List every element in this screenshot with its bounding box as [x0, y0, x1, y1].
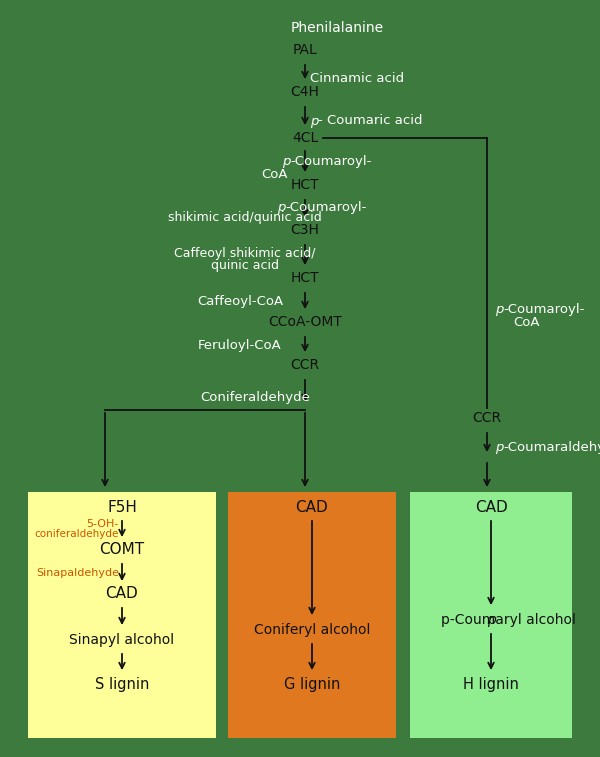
- Text: p: p: [281, 155, 290, 169]
- Text: p-Coumaryl alcohol: p-Coumaryl alcohol: [441, 613, 576, 627]
- Text: Caffeoyl shikimic acid/: Caffeoyl shikimic acid/: [174, 247, 316, 260]
- Text: Sinapaldehyde: Sinapaldehyde: [36, 568, 119, 578]
- Text: -Coumaroyl-: -Coumaroyl-: [503, 304, 584, 316]
- Text: S lignin: S lignin: [95, 677, 149, 691]
- Text: 5-OH-: 5-OH-: [86, 519, 119, 529]
- Text: H lignin: H lignin: [463, 677, 519, 691]
- Text: quinic acid: quinic acid: [211, 258, 279, 272]
- Text: -Coumaroyl-: -Coumaroyl-: [285, 201, 367, 213]
- Text: p: p: [277, 201, 285, 213]
- Text: Sinapyl alcohol: Sinapyl alcohol: [70, 633, 175, 647]
- Text: p: p: [310, 114, 319, 127]
- Text: G lignin: G lignin: [284, 677, 340, 691]
- Text: shikimic acid/quinic acid: shikimic acid/quinic acid: [168, 211, 322, 225]
- Text: p: p: [495, 441, 503, 454]
- Text: CAD: CAD: [296, 500, 328, 515]
- Bar: [410, 492, 572, 738]
- Text: CCR: CCR: [290, 358, 320, 372]
- Text: C3H: C3H: [290, 223, 319, 237]
- Bar: [28, 492, 216, 738]
- Text: HCT: HCT: [290, 271, 319, 285]
- Text: Coniferyl alcohol: Coniferyl alcohol: [254, 623, 370, 637]
- Text: CCR: CCR: [472, 411, 502, 425]
- Text: Cinnamic acid: Cinnamic acid: [310, 71, 404, 85]
- Text: COMT: COMT: [100, 543, 145, 557]
- Text: F5H: F5H: [107, 500, 137, 515]
- Text: CCoA-OMT: CCoA-OMT: [268, 315, 342, 329]
- Text: CAD: CAD: [475, 500, 508, 515]
- Text: CoA: CoA: [514, 316, 540, 329]
- Text: Phenilalanine: Phenilalanine: [290, 21, 383, 35]
- Text: HCT: HCT: [290, 178, 319, 192]
- Text: C4H: C4H: [290, 85, 319, 99]
- Text: PAL: PAL: [293, 43, 317, 57]
- Text: -Coumaraldehyde: -Coumaraldehyde: [503, 441, 600, 454]
- Text: CoA: CoA: [262, 169, 288, 182]
- Text: Feruloyl-CoA: Feruloyl-CoA: [198, 339, 282, 353]
- Text: CAD: CAD: [106, 587, 139, 602]
- Text: coniferaldehyde: coniferaldehyde: [35, 529, 119, 539]
- Text: p: p: [495, 304, 503, 316]
- Text: 4CL: 4CL: [292, 131, 318, 145]
- Text: -Coumaroyl-: -Coumaroyl-: [290, 155, 371, 169]
- Text: - Coumaric acid: - Coumaric acid: [318, 114, 422, 127]
- Text: Coniferaldehyde: Coniferaldehyde: [200, 391, 310, 404]
- Text: p: p: [487, 613, 496, 627]
- Bar: [228, 492, 396, 738]
- Text: Caffeoyl-CoA: Caffeoyl-CoA: [197, 295, 283, 309]
